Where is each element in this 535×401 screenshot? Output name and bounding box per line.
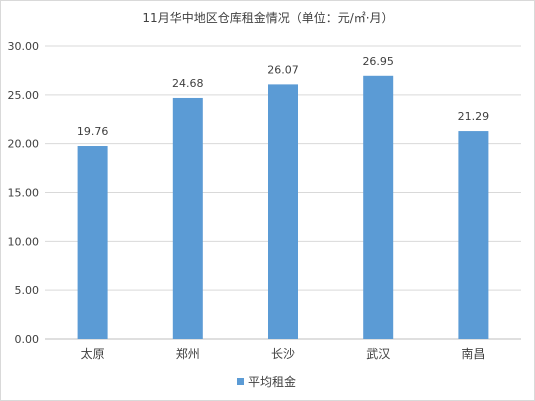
bar [458,131,489,339]
bar [77,146,108,339]
data-label: 21.29 [458,110,490,123]
y-tick-label: 0.00 [15,333,40,346]
legend: 平均租金 [237,374,296,389]
bar [363,75,394,339]
bars [77,75,489,340]
category-label: 太原 [81,346,105,361]
data-label: 26.95 [362,55,394,68]
category-label: 南昌 [461,346,485,361]
bar [268,84,298,340]
data-label: 26.07 [267,63,299,76]
category-label: 武汉 [366,347,390,361]
y-tick-label: 15.00 [8,187,40,200]
y-tick-label: 30.00 [8,40,40,53]
legend-label: 平均租金 [248,374,296,389]
category-label: 郑州 [176,346,200,361]
category-labels: 太原 郑州 长沙 武汉 南昌 [81,346,486,361]
y-tick-label: 20.00 [8,138,40,151]
category-label: 长沙 [271,347,295,361]
bar [172,97,203,339]
data-labels: 19.76 24.68 26.07 26.95 21.29 [77,55,489,138]
legend-swatch [237,378,244,385]
y-axis-ticks: 0.00 5.00 10.00 15.00 20.00 25.00 30.00 [8,40,40,346]
data-label: 19.76 [77,125,109,138]
y-tick-label: 5.00 [15,284,40,297]
y-tick-label: 10.00 [8,235,40,248]
chart-title: 11月华中地区仓库租金情况（单位：元/㎡·月） [142,10,393,25]
y-tick-label: 25.00 [8,89,40,102]
data-label: 24.68 [172,77,204,90]
